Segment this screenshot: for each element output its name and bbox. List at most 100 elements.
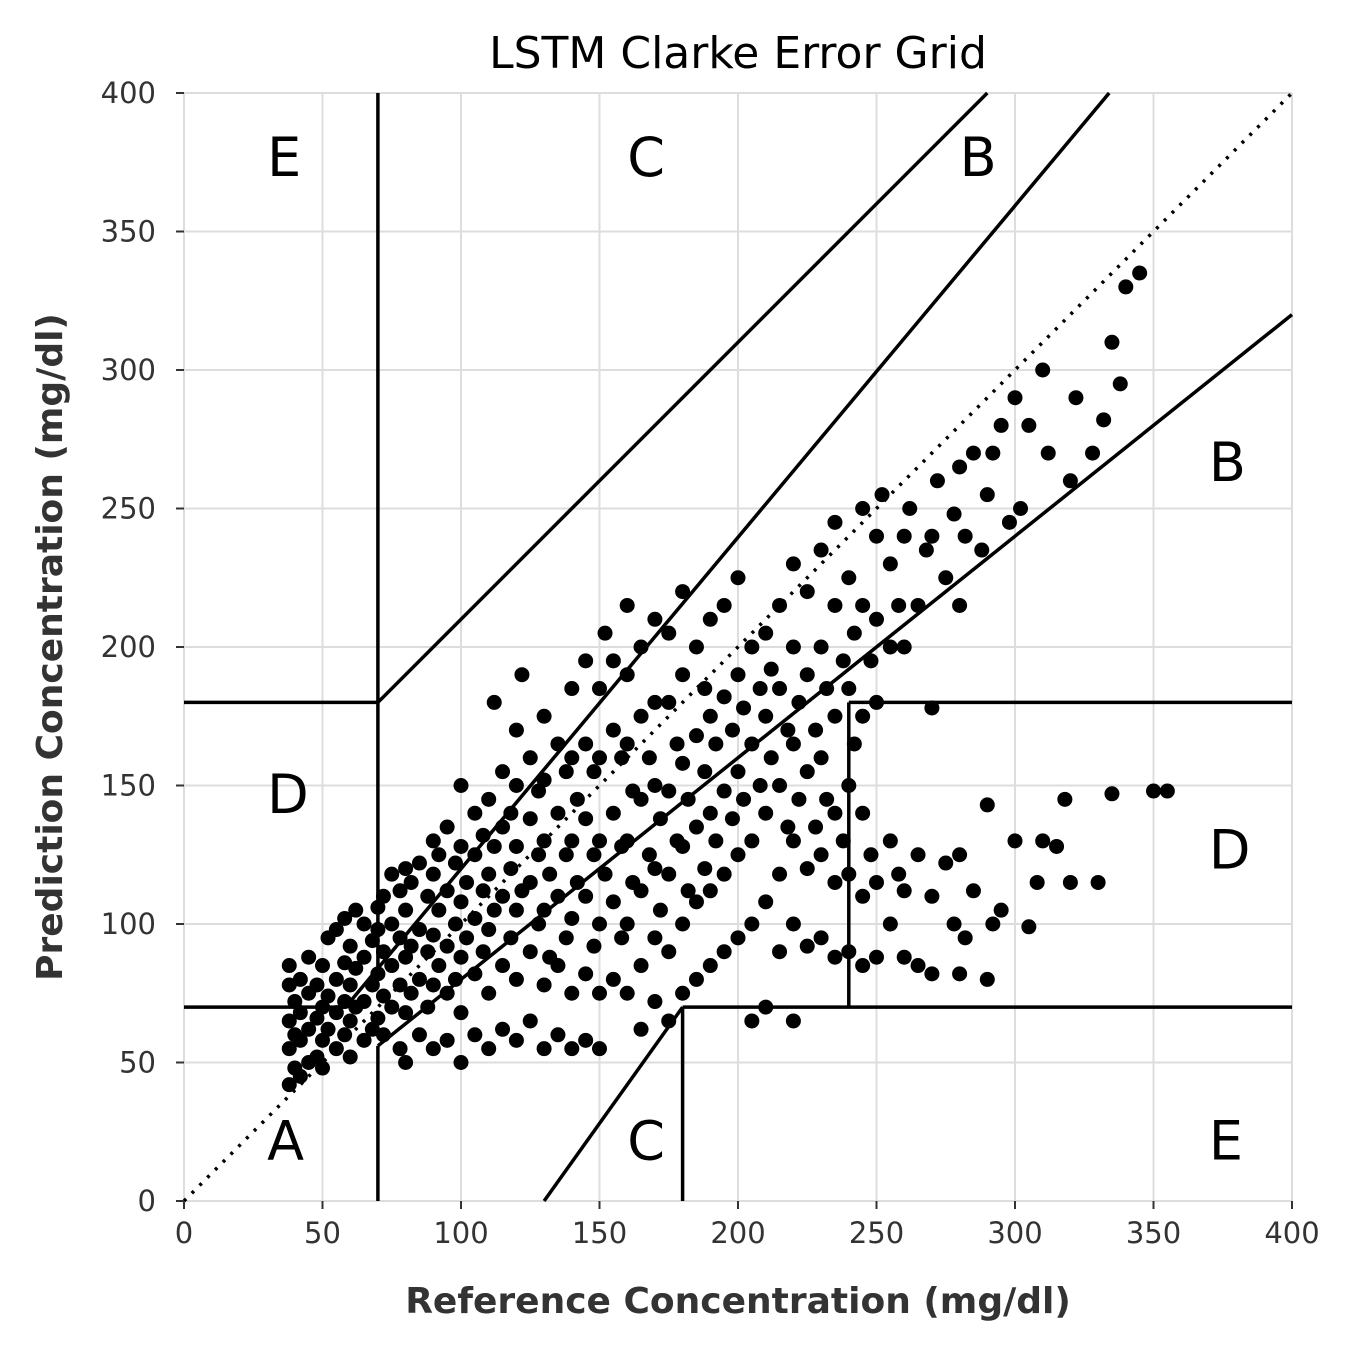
data-point (508, 902, 524, 918)
data-point (924, 966, 940, 982)
data-point (736, 791, 752, 807)
data-point (453, 894, 469, 910)
data-point (758, 894, 774, 910)
data-point (301, 1021, 317, 1037)
zone-label-c: C (627, 126, 665, 189)
data-point (508, 971, 524, 987)
data-point (301, 949, 317, 965)
data-point (716, 866, 732, 882)
data-point (281, 1013, 297, 1029)
data-point (467, 1027, 483, 1043)
data-point (730, 930, 746, 946)
data-point (675, 667, 691, 683)
data-point (403, 938, 419, 954)
data-point (952, 459, 968, 475)
data-point (536, 1041, 552, 1057)
data-point (403, 985, 419, 1001)
data-point (564, 681, 580, 697)
data-point (514, 667, 530, 683)
data-point (342, 938, 358, 954)
data-point (708, 736, 724, 752)
data-point (785, 556, 801, 572)
data-point (758, 708, 774, 724)
data-point (619, 916, 635, 932)
data-point (392, 1041, 408, 1057)
data-point (337, 1027, 353, 1043)
data-point (1035, 833, 1051, 849)
data-point (592, 985, 607, 1001)
data-points (281, 265, 1175, 1093)
y-tick-label: 200 (101, 630, 156, 664)
data-point (481, 922, 497, 938)
data-point (763, 661, 779, 677)
data-point (891, 597, 907, 613)
data-point (957, 528, 973, 544)
data-point (827, 708, 843, 724)
data-point (384, 958, 400, 974)
data-point (669, 736, 685, 752)
zone-label-d: D (267, 763, 309, 826)
data-point (661, 694, 677, 710)
data-point (578, 966, 594, 982)
data-point (459, 930, 475, 946)
data-point (808, 722, 824, 738)
data-point (924, 700, 940, 716)
data-point (697, 681, 713, 697)
data-point (337, 910, 353, 926)
data-point (281, 1077, 297, 1093)
data-point (874, 487, 890, 503)
data-point (411, 855, 427, 871)
data-point (348, 902, 364, 918)
data-point (356, 994, 372, 1010)
data-point (772, 944, 788, 960)
data-point (522, 874, 538, 890)
data-point (1040, 445, 1056, 461)
data-point (641, 750, 657, 766)
data-point (891, 866, 907, 882)
x-axis-label: Reference Concentration (mg/dl) (405, 1281, 1071, 1322)
data-point (605, 805, 621, 821)
data-point (688, 971, 704, 987)
data-point (597, 866, 613, 882)
data-point (744, 916, 760, 932)
data-point (342, 977, 358, 993)
data-point (495, 888, 511, 904)
data-point (398, 1005, 414, 1021)
data-point (503, 805, 519, 821)
data-point (337, 955, 353, 971)
data-point (481, 866, 497, 882)
data-point (1096, 412, 1112, 428)
data-point (508, 838, 524, 854)
data-point (550, 958, 566, 974)
data-point (938, 570, 954, 586)
zone-label-b: B (960, 126, 997, 189)
data-point (619, 736, 635, 752)
data-point (882, 833, 898, 849)
data-point (730, 570, 746, 586)
data-point (398, 949, 414, 965)
y-tick-label: 350 (101, 215, 156, 249)
data-point (1007, 833, 1023, 849)
chart-title: LSTM Clarke Error Grid (489, 28, 987, 79)
data-point (586, 847, 602, 863)
data-point (475, 944, 491, 960)
data-point (356, 1032, 372, 1048)
data-point (744, 833, 760, 849)
data-point (938, 855, 954, 871)
data-point (281, 977, 297, 993)
data-point (564, 750, 580, 766)
data-point (835, 833, 851, 849)
x-tick-label: 200 (710, 1216, 765, 1250)
zone-label-a: A (267, 1109, 304, 1172)
data-point (315, 1032, 330, 1048)
data-point (985, 916, 1001, 932)
data-point (356, 916, 372, 932)
data-point (758, 805, 774, 821)
data-point (708, 833, 724, 849)
data-point (392, 883, 408, 899)
data-point (486, 902, 502, 918)
data-point (744, 1013, 760, 1029)
data-point (495, 958, 511, 974)
data-point (447, 971, 463, 987)
data-point (688, 894, 704, 910)
